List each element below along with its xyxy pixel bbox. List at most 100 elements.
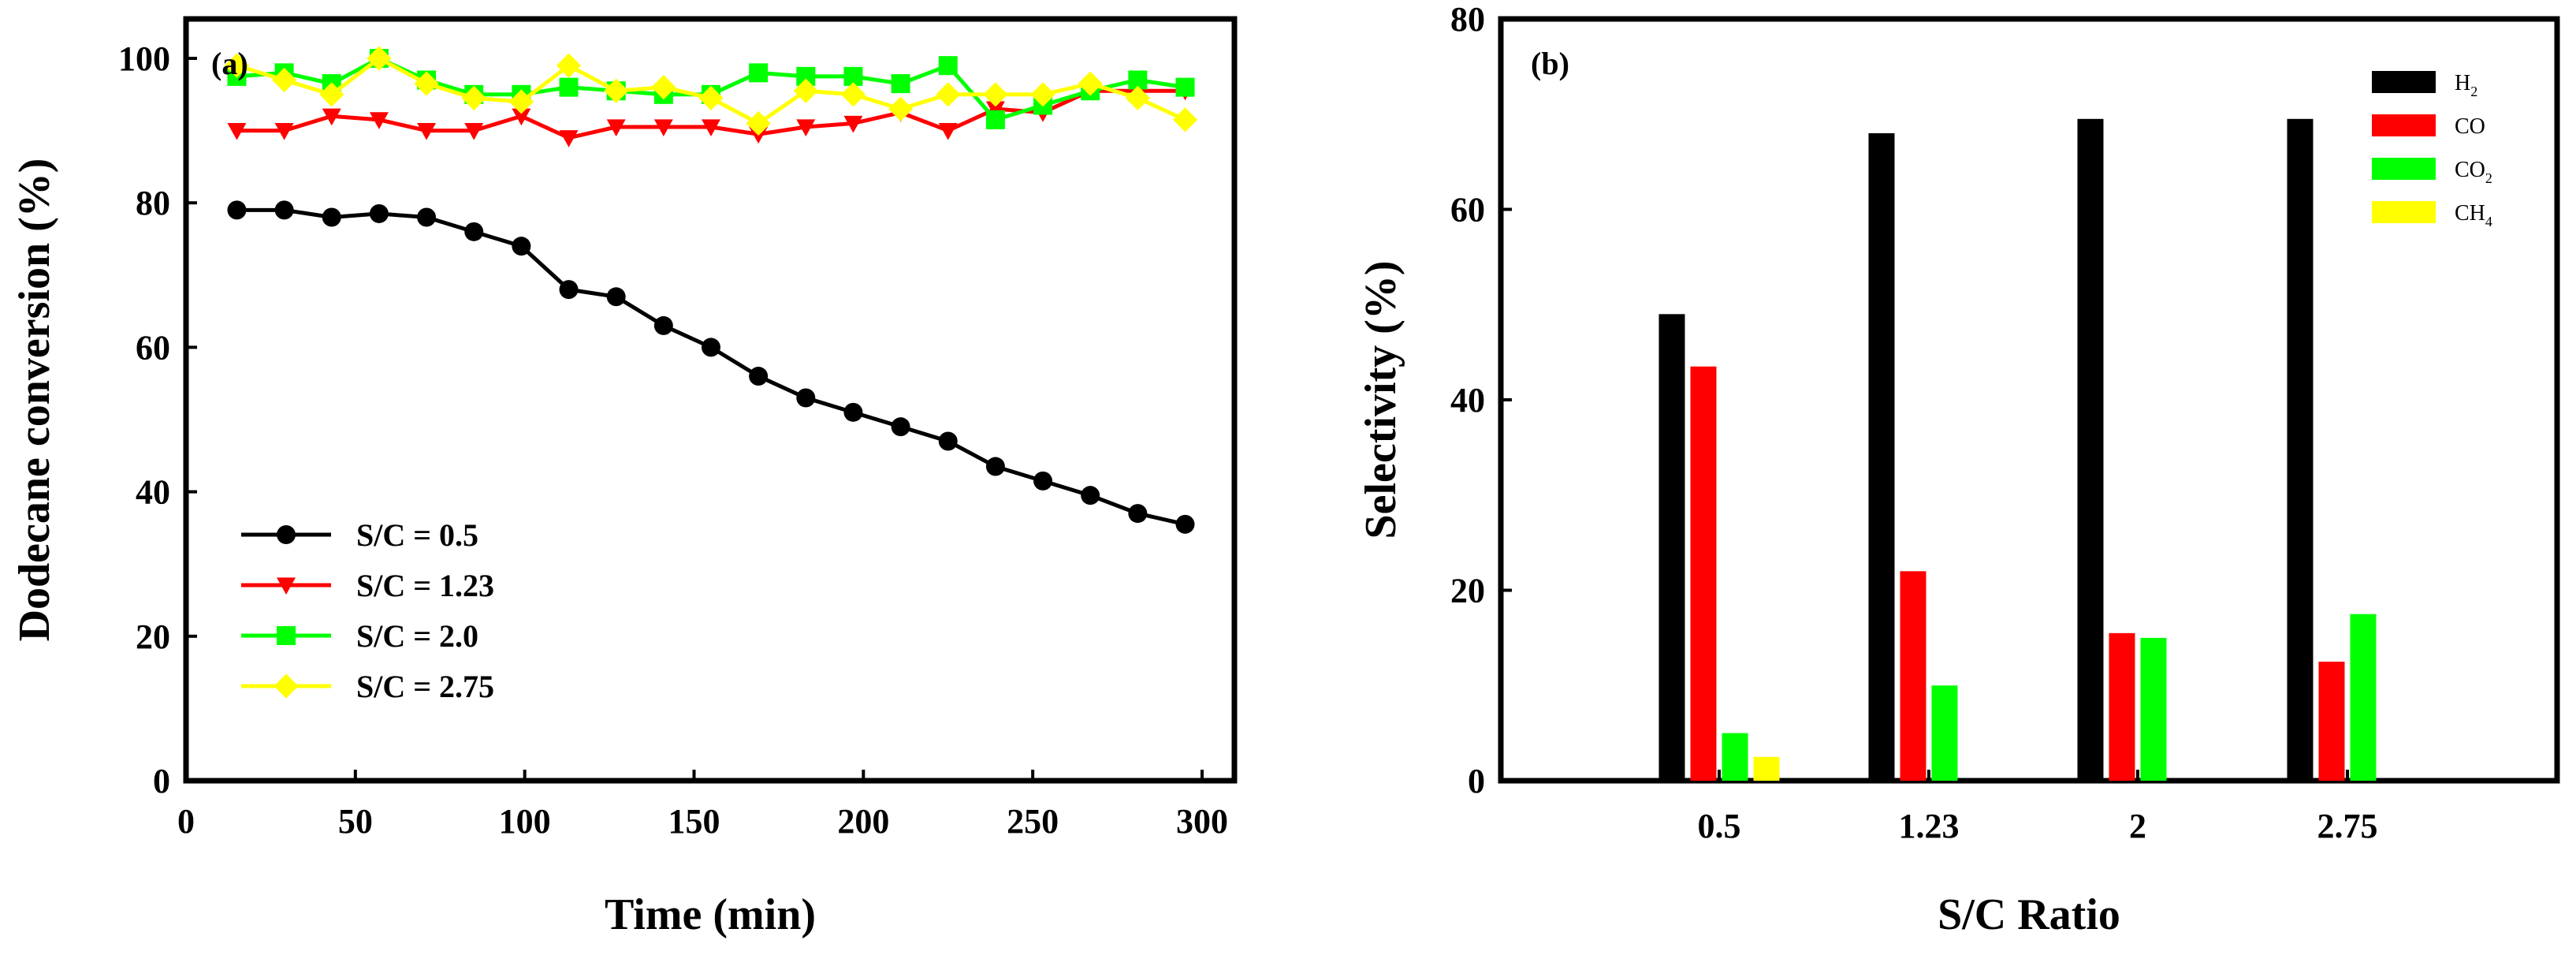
data-point [1033, 471, 1053, 491]
y-tick-label-a: 60 [136, 328, 170, 367]
bar [2318, 662, 2345, 781]
data-point [701, 338, 720, 357]
bar [1690, 366, 1717, 781]
legend-entry-a: S/C = 2.0 [241, 618, 478, 654]
data-point [417, 207, 437, 227]
plot-frame-a [183, 16, 1238, 784]
y-tick-label-b: 20 [1450, 572, 1485, 610]
x-tick-label-a: 300 [1176, 802, 1228, 841]
x-tick-label-a: 50 [338, 802, 373, 841]
panel-a-line-chart: 0 50 100 150 200 250 300 0 20 40 60 80 100 (a) Time… [10, 16, 1238, 939]
data-point [796, 119, 816, 137]
y-ticks-b: 0 20 40 60 80 [1450, 0, 1512, 800]
series-group-a [224, 46, 1198, 534]
series-1 [227, 200, 1195, 534]
y-ticks-a: 0 20 40 60 80 100 [118, 39, 197, 800]
legend-entry-b: H2 [2372, 71, 2477, 99]
legend-label-a: S/C = 1.23 [356, 568, 494, 603]
x-ticks-b: 0.5 1.23 2 2.75 [1698, 770, 2378, 845]
bars-group-b [1658, 118, 2377, 782]
data-point [1081, 486, 1100, 505]
x-tick-label-b: 1.23 [1899, 807, 1960, 845]
legend-swatch [2372, 201, 2436, 223]
y-tick-label-a: 80 [136, 184, 170, 222]
data-point [414, 71, 439, 96]
data-point [512, 237, 531, 256]
x-tick-label-b: 2 [2129, 807, 2146, 845]
data-point [417, 123, 437, 140]
data-point [983, 82, 1008, 107]
data-point [888, 96, 914, 121]
data-point [749, 63, 769, 83]
data-point [508, 89, 534, 114]
data-point [464, 123, 484, 140]
y-tick-label-b: 0 [1468, 762, 1485, 800]
bar [1868, 132, 1895, 781]
data-point [274, 200, 294, 220]
legend-label-a: S/C = 2.75 [356, 669, 494, 704]
legend-swatch [2372, 158, 2436, 180]
panel-label-a: (a) [211, 46, 248, 81]
x-tick-label-a: 150 [668, 802, 720, 841]
bar [1722, 733, 1748, 781]
bar-group [1868, 132, 1958, 781]
bar [2350, 614, 2377, 781]
y-axis-label-b: Selectivity (%) [1357, 261, 1405, 539]
legend-label-a: S/C = 2.0 [356, 618, 478, 654]
data-point [224, 53, 250, 78]
data-point [698, 85, 724, 110]
data-point [556, 53, 582, 78]
data-point [843, 402, 863, 422]
bar [2077, 118, 2104, 782]
legend-label-b: CO [2455, 114, 2485, 139]
data-point [367, 46, 392, 71]
data-point [749, 367, 769, 386]
data-point [1078, 71, 1103, 96]
data-point [227, 200, 247, 220]
data-point [796, 388, 816, 408]
data-point [840, 82, 866, 107]
bar [1931, 685, 1958, 781]
data-point [653, 119, 673, 137]
y-tick-label-a: 20 [136, 617, 170, 656]
data-point [322, 207, 341, 227]
y-tick-label-a: 40 [136, 473, 170, 512]
data-point [227, 123, 247, 140]
legend-label-b: H2 [2455, 71, 2477, 99]
bar-group [2077, 118, 2167, 782]
bar [2109, 632, 2135, 781]
data-point [369, 203, 389, 223]
data-point [274, 123, 294, 140]
legend-marker [277, 626, 296, 645]
legend-entry-b: CH4 [2372, 201, 2492, 229]
data-point [651, 75, 676, 100]
data-point [985, 110, 1005, 129]
series-4 [224, 46, 1198, 136]
y-axis-label-a: Dodecane conversion (%) [10, 159, 59, 642]
legend-label-a: S/C = 0.5 [356, 517, 478, 553]
legend-marker [274, 673, 299, 699]
data-point [559, 77, 579, 97]
data-point [985, 101, 1005, 119]
data-point [1172, 107, 1198, 132]
x-tick-label-a: 200 [837, 802, 889, 841]
data-point [701, 119, 720, 137]
panel-b-bar-chart: 0 20 40 60 80 0.5 1.23 2 2.75 (b) S/C Ratio Sel… [1357, 0, 2560, 939]
data-point [604, 78, 629, 103]
legend-a: S/C = 0.5 S/C = 1.23 S/C = 2.0 S/C = 2.75 [241, 517, 494, 704]
x-tick-label-b: 0.5 [1698, 807, 1741, 845]
y-tick-label-b: 60 [1450, 191, 1485, 229]
data-point [653, 315, 673, 335]
data-point [606, 119, 626, 137]
bar [2287, 118, 2314, 782]
data-point [464, 222, 484, 241]
data-point [891, 417, 910, 437]
y-tick-label-b: 80 [1450, 0, 1485, 39]
data-point [559, 130, 579, 147]
legend-entry-a: S/C = 0.5 [241, 517, 478, 553]
x-tick-label-a: 0 [177, 802, 195, 841]
data-point [559, 280, 579, 300]
data-point [938, 56, 958, 76]
legend-subscript: 4 [2485, 214, 2492, 229]
